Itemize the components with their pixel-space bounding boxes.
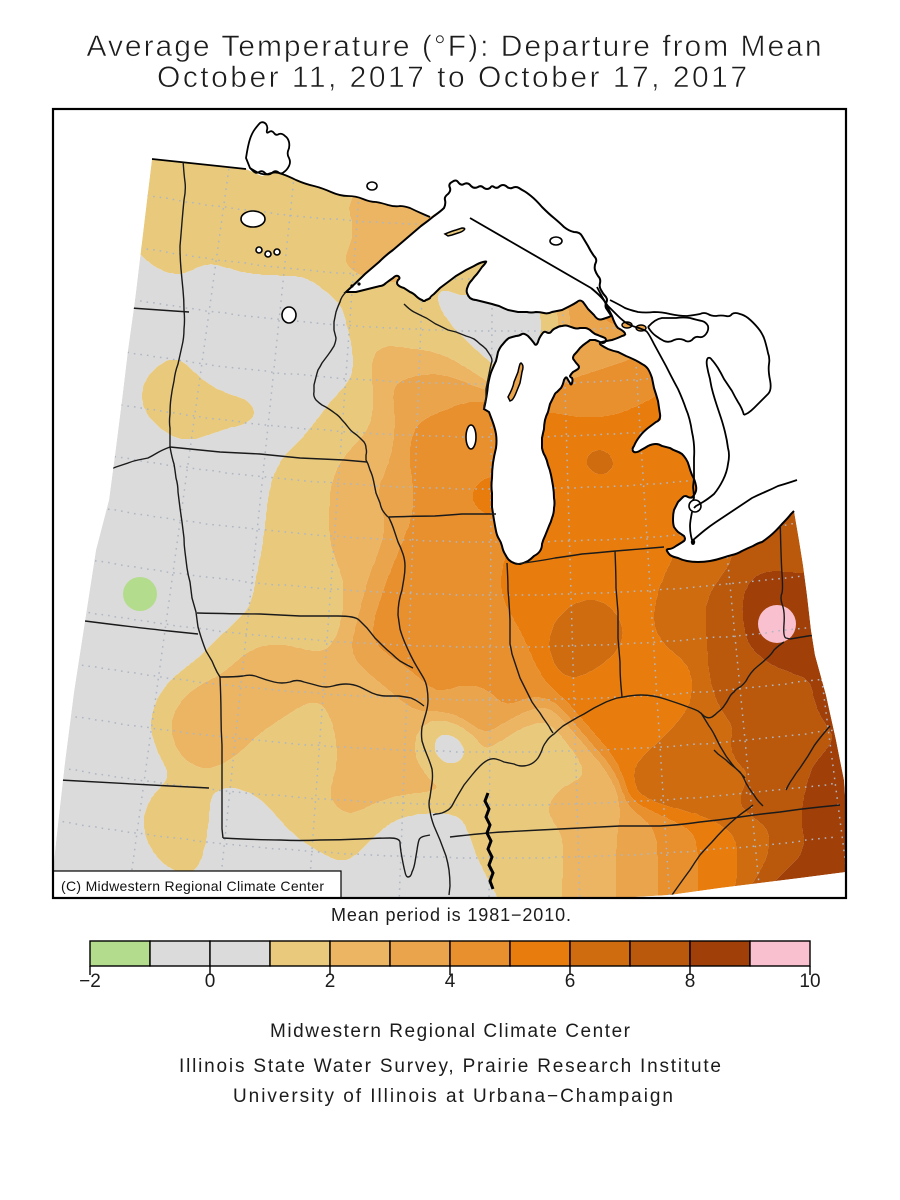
- svg-text:October 11, 2017 to October 17: October 11, 2017 to October 17, 2017: [157, 61, 747, 94]
- svg-text:6: 6: [565, 971, 576, 992]
- svg-text:0: 0: [205, 971, 216, 992]
- svg-text:4: 4: [445, 971, 456, 992]
- svg-text:−2: −2: [79, 971, 101, 992]
- svg-text:Mean period is 1981−2010.: Mean period is 1981−2010.: [331, 905, 571, 925]
- svg-text:(C) Midwestern Regional Climat: (C) Midwestern Regional Climate Center: [61, 878, 324, 894]
- svg-text:Average Temperature (°F): Depa: Average Temperature (°F): Departure from…: [87, 30, 822, 63]
- svg-text:8: 8: [685, 971, 696, 992]
- svg-text:Midwestern Regional Climate Ce: Midwestern Regional Climate Center: [270, 1021, 631, 1042]
- svg-text:10: 10: [799, 971, 820, 992]
- svg-text:2: 2: [325, 971, 336, 992]
- svg-text:University of Illinois at Urba: University of Illinois at Urbana−Champai…: [233, 1086, 673, 1107]
- svg-text:Illinois State Water Survey, P: Illinois State Water Survey, Prairie Res…: [179, 1056, 721, 1077]
